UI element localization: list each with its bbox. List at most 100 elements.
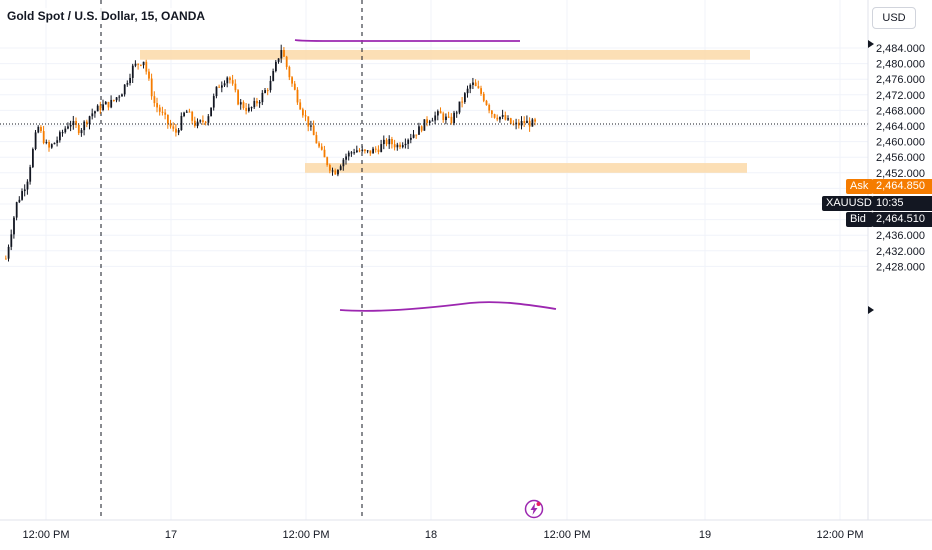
- candle-body: [453, 112, 455, 124]
- candle-body: [477, 86, 480, 89]
- candle-body: [318, 143, 320, 147]
- candle-body: [21, 191, 23, 200]
- candle-body: [13, 217, 15, 235]
- price-tick-label: 2,452.000: [876, 168, 925, 180]
- time-axis[interactable]: 12:00 PM 17 12:00 PM 18 12:00 PM 19 12:00 PM: [22, 529, 863, 541]
- candle-body: [145, 61, 148, 72]
- candle-body: [142, 61, 145, 66]
- grid: [0, 0, 868, 520]
- candle-body: [7, 246, 10, 259]
- candle-body: [280, 50, 283, 59]
- candle-body: [250, 107, 253, 109]
- candle-body: [374, 148, 377, 150]
- candle-body: [320, 146, 323, 150]
- candle-body: [339, 166, 342, 170]
- bid-label: Bid: [846, 212, 873, 227]
- candle-body: [210, 107, 212, 117]
- candle-body: [40, 127, 42, 132]
- candle-body: [110, 99, 113, 108]
- candle-body: [288, 66, 291, 78]
- candle-body: [26, 181, 29, 190]
- candle-body: [431, 120, 434, 122]
- candle-body: [167, 114, 169, 124]
- candle-body: [239, 102, 242, 105]
- candle-body: [347, 152, 350, 157]
- resistance-zone: [140, 49, 750, 60]
- time-tick-label: 12:00 PM: [282, 529, 329, 541]
- candle-body: [496, 117, 499, 120]
- candle-body: [299, 102, 302, 110]
- candle-body: [64, 128, 67, 133]
- candle-body: [237, 90, 239, 105]
- candle-body: [212, 96, 215, 108]
- candle-body: [399, 144, 401, 148]
- candle-body: [67, 126, 69, 129]
- symbol-title[interactable]: Gold Spot / U.S. Dollar, 15, OANDA: [4, 8, 209, 24]
- price-tick-label: 2,472.000: [876, 90, 925, 102]
- candle-body: [472, 82, 474, 85]
- candle-body: [221, 85, 223, 88]
- candle-body: [248, 107, 250, 112]
- candle-body: [137, 63, 140, 65]
- candle-body: [523, 121, 526, 124]
- scroll-arrow-bottom-icon[interactable]: [868, 306, 874, 314]
- candle-body: [369, 150, 372, 154]
- candle-body: [86, 121, 88, 124]
- candle-body: [45, 142, 48, 144]
- candle-body: [480, 88, 482, 94]
- price-axis[interactable]: 2,428.0002,432.0002,436.0002,440.0002,44…: [876, 43, 925, 273]
- price-tick-label: 2,432.000: [876, 246, 925, 258]
- candle-body: [466, 88, 469, 94]
- candle-body: [531, 119, 534, 127]
- candle-body: [164, 112, 167, 115]
- candle-body: [509, 118, 512, 124]
- plot-area[interactable]: [0, 0, 868, 520]
- bid-price: 2,464.510: [872, 212, 932, 227]
- candle-body: [269, 80, 272, 91]
- support-zone: [305, 163, 747, 173]
- candle-body: [396, 144, 399, 148]
- candle-body: [385, 139, 388, 145]
- price-tick-label: 2,456.000: [876, 152, 925, 164]
- lightning-icon[interactable]: [524, 499, 544, 519]
- candle-body: [161, 111, 164, 113]
- candle-body: [204, 121, 207, 123]
- candle-body: [61, 132, 64, 134]
- candle-body: [450, 116, 453, 124]
- candle-body: [277, 58, 280, 62]
- candle-body: [29, 167, 32, 182]
- candle-body: [261, 92, 264, 103]
- candle-body: [507, 118, 509, 120]
- currency-button[interactable]: USD: [872, 7, 916, 29]
- candle-body: [361, 149, 364, 152]
- scroll-arrow-top-icon[interactable]: [868, 40, 874, 48]
- candle-body: [177, 130, 180, 133]
- candle-body: [83, 121, 86, 131]
- candle-body: [231, 80, 234, 84]
- time-tick-label: 12:00 PM: [22, 529, 69, 541]
- candle-body: [312, 125, 315, 136]
- candle-body: [323, 149, 326, 158]
- candle-body: [175, 128, 177, 133]
- candle-body: [364, 149, 366, 152]
- candle-body: [123, 84, 126, 95]
- candle-body: [350, 152, 353, 154]
- time-tick-label: 17: [165, 529, 177, 541]
- candle-body: [215, 86, 218, 97]
- candle-body: [372, 148, 374, 154]
- session-lines: [100, 0, 363, 520]
- candle-body: [91, 113, 94, 117]
- candle-body: [194, 120, 196, 127]
- candle-body: [56, 140, 59, 143]
- price-tick-label: 2,480.000: [876, 59, 925, 71]
- candle-body: [77, 124, 80, 134]
- candle-body: [423, 119, 426, 131]
- candle-body: [10, 234, 13, 247]
- candle-body: [526, 120, 528, 124]
- annotation-line-top: [294, 39, 520, 42]
- candle-body: [253, 100, 256, 108]
- candle-body: [218, 86, 221, 88]
- candle-body: [23, 189, 26, 192]
- candle-body: [229, 77, 231, 81]
